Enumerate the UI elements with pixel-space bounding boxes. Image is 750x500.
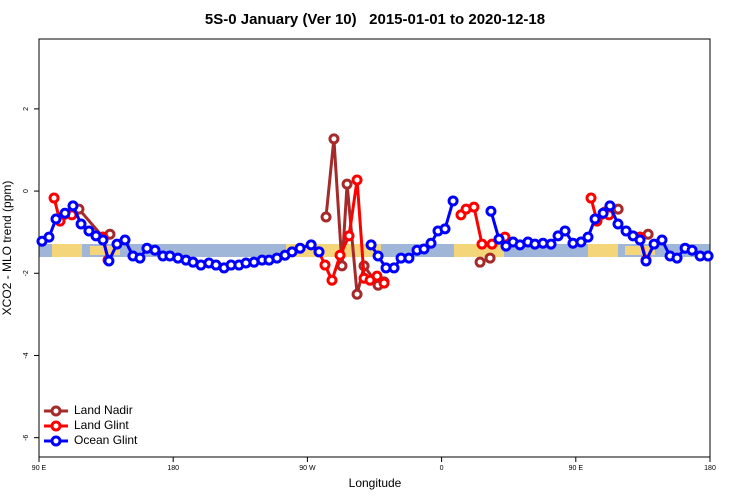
data-point — [484, 252, 496, 264]
data-point — [425, 237, 437, 249]
data-point — [149, 244, 161, 256]
data-point — [686, 244, 698, 256]
data-point — [575, 236, 587, 248]
data-point — [372, 250, 384, 262]
data-point — [111, 238, 123, 250]
data-point — [612, 218, 624, 230]
land-patch — [588, 244, 618, 257]
data-point — [67, 200, 79, 212]
data-point — [334, 249, 346, 261]
legend-label: Land Glint — [74, 418, 129, 432]
land-patch — [625, 246, 655, 255]
data-point — [604, 200, 616, 212]
y-tick-label: 0 — [23, 189, 30, 193]
chart-title: 5S-0 January (Ver 10) 2015-01-01 to 2020… — [205, 11, 545, 28]
data-point — [119, 234, 131, 246]
x-tick-label: 180 — [167, 465, 179, 472]
data-point — [634, 234, 646, 246]
data-point — [468, 201, 480, 213]
y-tick-label: -4 — [23, 352, 30, 358]
x-tick-label: 90 W — [299, 465, 316, 472]
legend-label: Ocean Glint — [74, 433, 138, 447]
data-point — [97, 234, 109, 246]
data-point — [671, 252, 683, 264]
data-point — [582, 231, 594, 243]
y-tick-label: 2 — [23, 107, 30, 111]
data-point — [474, 256, 486, 268]
data-point — [48, 192, 60, 204]
x-axis-label: Longitude — [349, 476, 402, 490]
legend-label: Land Nadir — [74, 403, 133, 417]
data-point — [343, 230, 355, 242]
data-point — [403, 252, 415, 264]
legend-marker — [50, 435, 62, 447]
data-point — [388, 262, 400, 274]
data-point — [320, 211, 332, 223]
data-point — [418, 243, 430, 255]
series — [36, 195, 714, 274]
data-point — [50, 213, 62, 225]
data-point — [371, 270, 383, 282]
legend-marker — [50, 405, 62, 417]
data-point — [545, 238, 557, 250]
data-point — [476, 238, 488, 250]
data-point — [313, 246, 325, 258]
data-point — [59, 207, 71, 219]
data-point — [134, 252, 146, 264]
data-point — [351, 174, 363, 186]
data-point — [351, 288, 363, 300]
legend-marker — [50, 420, 62, 432]
x-tick-label: 0 — [440, 465, 444, 472]
x-tick-label: 90 E — [32, 465, 47, 472]
data-point — [326, 274, 338, 286]
x-tick-label: 90 E — [569, 465, 584, 472]
data-point — [585, 192, 597, 204]
data-point — [486, 238, 498, 250]
y-tick-label: -2 — [23, 270, 30, 276]
land-patch — [52, 244, 82, 257]
data-point — [305, 239, 317, 251]
data-point — [328, 133, 340, 145]
data-point — [319, 259, 331, 271]
data-point — [559, 225, 571, 237]
data-point — [43, 231, 55, 243]
data-point — [589, 213, 601, 225]
data-point — [378, 277, 390, 289]
x-tick-label: 180 — [704, 465, 716, 472]
data-point — [640, 255, 652, 267]
data-point — [447, 195, 459, 207]
data-point — [702, 250, 714, 262]
data-point — [439, 223, 451, 235]
data-point — [365, 239, 377, 251]
data-point — [294, 242, 306, 254]
data-point — [103, 255, 115, 267]
y-axis-label: XCO2 - MLO trend (ppm) — [0, 181, 14, 316]
data-point — [620, 225, 632, 237]
data-point — [552, 230, 564, 242]
data-point — [648, 238, 660, 250]
data-point — [493, 233, 505, 245]
data-point — [656, 234, 668, 246]
data-point — [597, 207, 609, 219]
data-point — [341, 178, 353, 190]
y-tick-label: -6 — [23, 434, 30, 440]
data-point — [336, 260, 348, 272]
plot-frame — [38, 38, 711, 458]
data-point — [485, 205, 497, 217]
data-point — [75, 218, 87, 230]
data-point — [83, 225, 95, 237]
